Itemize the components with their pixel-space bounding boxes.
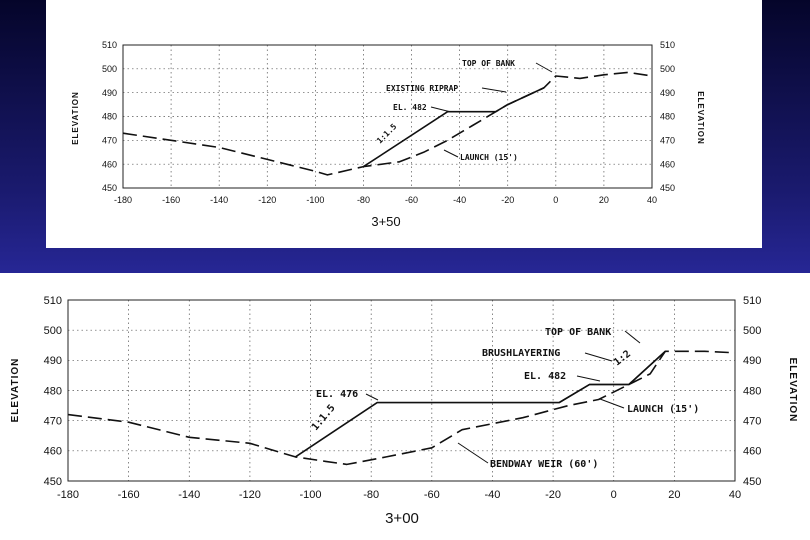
y-tick-label-right: 490 [660, 88, 675, 98]
callout-label: LAUNCH (15') [460, 153, 518, 162]
y-tick-label-right: 500 [743, 325, 761, 337]
y-tick-label-right: 500 [660, 64, 675, 74]
x-tick-label: -180 [57, 489, 79, 501]
callout-leader [584, 352, 613, 362]
x-tick-label: -100 [300, 489, 322, 501]
y-axis-label-left: ELEVATION [10, 358, 21, 423]
y-tick-label-left: 510 [44, 295, 62, 307]
y-tick-label-left: 470 [44, 416, 62, 428]
y-tick-label-right: 460 [743, 446, 761, 458]
callout-leader [599, 398, 625, 409]
y-tick-label-left: 460 [44, 446, 62, 458]
cross-section-panel-top: -180 -160 -140 -120 -100 -80 -60 -40 -20 0 20 40 450… [46, 0, 762, 248]
callout-label: TOP OF BANK [545, 327, 611, 338]
y-tick-label-right: 480 [660, 112, 675, 122]
callout-leader [535, 62, 553, 73]
ground-profile-line [122, 71, 653, 176]
callout-label: EL. 482 [393, 103, 427, 112]
x-tick-label: -180 [114, 195, 132, 205]
y-tick-label-left: 490 [44, 355, 62, 367]
y-tick-label-right: 480 [743, 385, 761, 397]
callout-label: BRUSHLAYERING [482, 348, 560, 359]
x-tick-label: -120 [239, 489, 261, 501]
callout-label: 1:1.5 [375, 122, 399, 146]
x-tick-label: 40 [647, 195, 657, 205]
y-tick-label-right: 510 [743, 295, 761, 307]
x-tick-label: -140 [178, 489, 200, 501]
x-tick-label: -60 [405, 195, 418, 205]
x-tick-label: 20 [668, 489, 680, 501]
x-tick-label: -80 [357, 195, 370, 205]
callout-leader [624, 330, 641, 344]
y-tick-label-left: 480 [44, 385, 62, 397]
y-tick-label-left: 500 [44, 325, 62, 337]
x-tick-label: -160 [118, 489, 140, 501]
station-label: 3+50 [371, 214, 400, 229]
x-tick-label: -60 [424, 489, 440, 501]
y-tick-label-left: 450 [44, 476, 62, 488]
x-tick-label: -20 [501, 195, 514, 205]
y-tick-label-right: 470 [743, 416, 761, 428]
y-tick-label-right: 490 [743, 355, 761, 367]
callout-label: LAUNCH (15') [627, 404, 699, 415]
callout-label: TOP OF BANK [462, 59, 515, 68]
callout-leader [365, 393, 379, 401]
x-tick-label: -100 [306, 195, 324, 205]
callout-label: BENDWAY WEIR (60') [490, 459, 598, 470]
y-axis-label-left: ELEVATION [71, 91, 80, 145]
y-tick-label-left: 510 [102, 40, 117, 50]
x-tick-label: -120 [258, 195, 276, 205]
y-axis-label-right: ELEVATION [787, 358, 798, 423]
callout-leader [430, 106, 452, 113]
callout-leader [457, 442, 489, 464]
cross-section-panel-bottom: -180 -160 -140 -120 -100 -80 -60 -40 -20 0 20 40 450… [0, 273, 810, 540]
y-tick-label-left: 470 [102, 135, 117, 145]
callout-leader [576, 375, 601, 382]
plot-frame [122, 44, 653, 189]
callout-label: EL. 482 [524, 371, 566, 382]
x-tick-label: -160 [162, 195, 180, 205]
y-tick-label-left: 460 [102, 159, 117, 169]
x-tick-label: 0 [611, 489, 617, 501]
callout-label: 1:1.5 [310, 403, 338, 433]
x-tick-label: 20 [599, 195, 609, 205]
x-tick-label: -20 [545, 489, 561, 501]
x-tick-label: 40 [729, 489, 741, 501]
callout-leader [443, 149, 459, 158]
design-section-line [558, 350, 666, 404]
y-tick-label-right: 460 [660, 159, 675, 169]
y-tick-label-left: 450 [102, 183, 117, 193]
callout-label: 1:2 [612, 349, 633, 369]
x-tick-label: -40 [453, 195, 466, 205]
cross-section-chart-top: -180 -160 -140 -120 -100 -80 -60 -40 -20 0 20 40450… [71, 40, 705, 229]
y-tick-label-left: 490 [102, 88, 117, 98]
x-tick-label: -80 [363, 489, 379, 501]
x-tick-label: -40 [485, 489, 501, 501]
station-label: 3+00 [385, 510, 419, 527]
x-tick-label: 0 [553, 195, 558, 205]
y-tick-label-left: 500 [102, 64, 117, 74]
ground-profile-line [67, 350, 736, 466]
design-section-line [294, 350, 666, 458]
plot-frame [67, 299, 736, 482]
callout-leader [481, 87, 507, 93]
y-tick-label-right: 450 [660, 183, 675, 193]
y-tick-label-left: 480 [102, 112, 117, 122]
callout-label: EL. 476 [316, 389, 358, 400]
y-tick-label-right: 470 [660, 135, 675, 145]
y-axis-label-right: ELEVATION [696, 91, 705, 145]
x-tick-label: -140 [210, 195, 228, 205]
callout-label: EXISTING RIPRAP [386, 84, 458, 93]
design-section-line [363, 87, 545, 168]
cross-section-chart-bottom: -180 -160 -140 -120 -100 -80 -60 -40 -20 0 20 40450… [10, 295, 798, 527]
y-tick-label-right: 510 [660, 40, 675, 50]
y-tick-label-right: 450 [743, 476, 761, 488]
